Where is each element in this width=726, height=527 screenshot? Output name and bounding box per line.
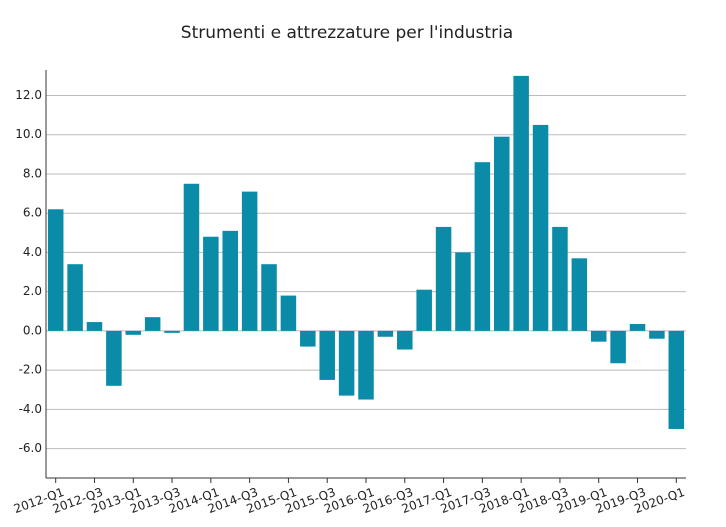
y-tick-label: 8.0	[23, 166, 42, 180]
bar	[532, 124, 549, 331]
bar	[474, 162, 491, 331]
bar	[222, 230, 238, 331]
bar	[319, 330, 335, 380]
bar	[125, 330, 142, 335]
bar	[86, 322, 103, 331]
bar	[67, 264, 83, 331]
bar	[552, 226, 568, 331]
chart-title: Strumenti e attrezzature per l'industria	[181, 23, 513, 43]
bar	[629, 324, 646, 331]
y-tick-label: -4.0	[19, 402, 42, 416]
bar	[668, 330, 685, 429]
bar	[590, 330, 607, 342]
bar	[494, 136, 510, 331]
bar	[144, 317, 161, 331]
bar	[649, 330, 665, 339]
bar	[377, 330, 394, 337]
bar	[358, 330, 374, 400]
y-tick-label: 6.0	[23, 206, 42, 220]
bar	[435, 226, 452, 331]
bar	[397, 330, 413, 350]
bar	[280, 295, 297, 331]
y-tick-label: -2.0	[19, 363, 42, 377]
bar	[455, 252, 471, 331]
bar	[261, 264, 277, 331]
y-tick-label: 0.0	[23, 323, 42, 337]
bar	[571, 258, 588, 331]
bar	[300, 330, 316, 347]
y-tick-label: 2.0	[23, 284, 42, 298]
bar	[610, 330, 626, 364]
y-tick-label: 4.0	[23, 245, 42, 259]
bar	[513, 75, 529, 331]
bar	[47, 209, 64, 331]
bar	[241, 191, 258, 331]
y-tick-label: 12.0	[15, 88, 42, 102]
bar	[106, 330, 122, 386]
y-tick-label: -6.0	[19, 441, 42, 455]
bar	[164, 330, 180, 333]
bar	[183, 183, 200, 331]
bar	[203, 236, 219, 331]
bar	[416, 289, 432, 331]
bar	[338, 330, 355, 396]
y-tick-label: 10.0	[15, 127, 42, 141]
